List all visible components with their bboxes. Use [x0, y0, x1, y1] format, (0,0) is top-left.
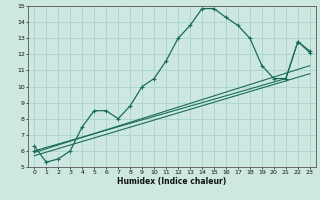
X-axis label: Humidex (Indice chaleur): Humidex (Indice chaleur)	[117, 177, 227, 186]
